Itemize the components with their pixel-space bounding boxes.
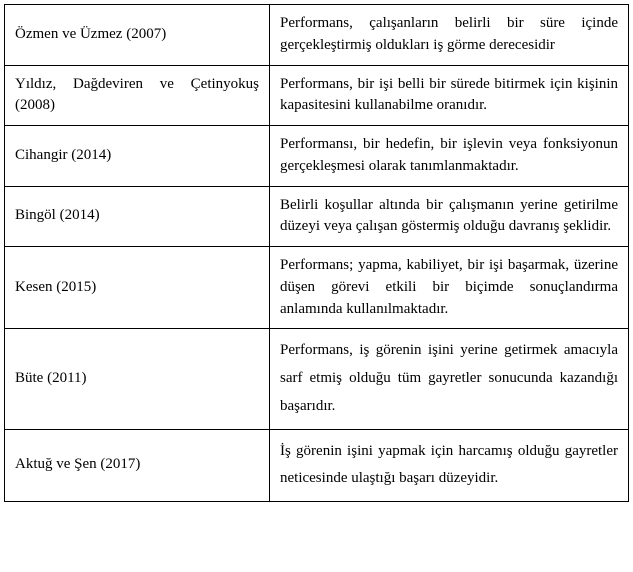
definition-cell: Performans; yapma, kabiliyet, bir işi ba… (270, 247, 629, 329)
author-cell: Aktuğ ve Şen (2017) (5, 429, 270, 502)
table-row: Kesen (2015) Performans; yapma, kabiliye… (5, 247, 629, 329)
definition-cell: Performansı, bir hedefin, bir işlevin ve… (270, 126, 629, 187)
definition-cell: Performans, bir işi belli bir sürede bit… (270, 65, 629, 126)
author-cell: Cihangir (2014) (5, 126, 270, 187)
table-row: Cihangir (2014) Performansı, bir hedefin… (5, 126, 629, 187)
table-row: Büte (2011) Performans, iş görenin işini… (5, 329, 629, 429)
author-cell: Kesen (2015) (5, 247, 270, 329)
definition-cell: Performans, iş görenin işini yerine geti… (270, 329, 629, 429)
author-cell: Yıldız, Dağdeviren ve Çetinyokuş (2008) (5, 65, 270, 126)
table-row: Özmen ve Üzmez (2007) Performans, çalışa… (5, 5, 629, 66)
definitions-table: Özmen ve Üzmez (2007) Performans, çalışa… (4, 4, 629, 502)
definition-cell: İş görenin işini yapmak için harcamış ol… (270, 429, 629, 502)
author-cell: Büte (2011) (5, 329, 270, 429)
author-cell: Bingöl (2014) (5, 186, 270, 247)
definition-cell: Belirli koşullar altında bir çalışmanın … (270, 186, 629, 247)
definition-cell: Performans, çalışanların belirli bir sür… (270, 5, 629, 66)
table-row: Aktuğ ve Şen (2017) İş görenin işini yap… (5, 429, 629, 502)
table-row: Yıldız, Dağdeviren ve Çetinyokuş (2008) … (5, 65, 629, 126)
author-cell: Özmen ve Üzmez (2007) (5, 5, 270, 66)
table-row: Bingöl (2014) Belirli koşullar altında b… (5, 186, 629, 247)
table-body: Özmen ve Üzmez (2007) Performans, çalışa… (5, 5, 629, 502)
